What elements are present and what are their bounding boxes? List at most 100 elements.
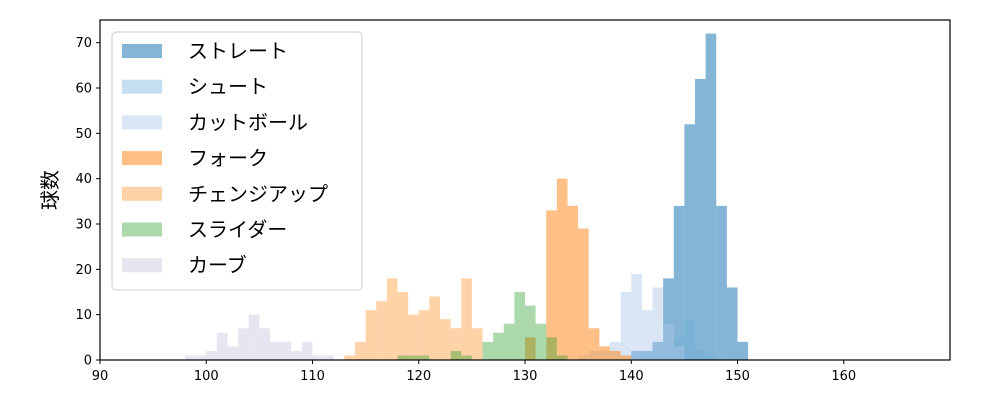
histogram-bar: [705, 355, 717, 360]
histogram-bar: [301, 341, 313, 360]
histogram-bar: [355, 341, 366, 360]
histogram-bar: [418, 310, 430, 360]
legend-label: カーブ: [188, 253, 247, 277]
y-tick-label: 10: [75, 308, 92, 323]
histogram-bar: [673, 346, 685, 360]
histogram-bar: [440, 319, 451, 360]
histogram-bar: [695, 350, 706, 360]
series-5: [397, 292, 568, 360]
x-tick-label: 90: [92, 369, 109, 384]
legend-label: シュート: [188, 75, 268, 99]
y-tick-label: 60: [75, 82, 92, 97]
histogram-bar: [641, 310, 653, 360]
histogram-bar: [695, 78, 706, 360]
histogram-bar: [610, 350, 621, 360]
histogram-bar: [705, 33, 717, 360]
histogram-bar: [429, 296, 440, 360]
histogram-bar: [206, 350, 217, 360]
x-axis: 90 100 110 120 130 140 150 160: [92, 360, 856, 384]
legend-swatch: [122, 258, 162, 273]
histogram-bar: [684, 124, 695, 361]
histogram-bar: [641, 355, 653, 360]
x-tick-label: 100: [194, 369, 219, 384]
legend-box: [111, 31, 363, 291]
histogram-bar: [525, 337, 536, 360]
x-tick-label: 160: [831, 369, 856, 384]
histogram-bar: [663, 278, 674, 360]
histogram-bar: [673, 205, 685, 360]
histogram-bar: [726, 287, 738, 360]
histogram-bar: [270, 341, 281, 360]
histogram-bar: [567, 205, 579, 360]
legend-label: ストレート: [188, 39, 288, 63]
series-3: [525, 178, 632, 360]
histogram-bar: [376, 301, 387, 360]
histogram-bar: [535, 323, 547, 360]
histogram-bar: [280, 341, 292, 360]
histogram-bar: [514, 292, 525, 360]
histogram-bar: [397, 355, 409, 360]
legend-label: カットボール: [188, 110, 308, 134]
y-axis-label: 球数: [38, 170, 62, 210]
y-tick-label: 50: [75, 127, 92, 142]
histogram-bar: [323, 355, 334, 360]
histogram-bar: [238, 328, 249, 360]
legend-swatch: [122, 44, 162, 58]
legend-swatch: [122, 115, 162, 130]
y-axis: 0 10 20 30 40 50 60 70: [75, 36, 100, 369]
histogram-bar: [408, 355, 419, 360]
histogram-bar: [503, 323, 515, 360]
histogram-bar: [461, 278, 472, 360]
histogram-bar: [525, 305, 536, 360]
histogram-bar: [312, 355, 324, 360]
x-tick-label: 130: [513, 369, 538, 384]
histogram-bar: [663, 323, 674, 360]
histogram-bar: [652, 341, 664, 360]
histogram-bars: [185, 33, 749, 361]
histogram-bar: [599, 346, 610, 360]
histogram-bar: [684, 319, 695, 360]
histogram-bar: [259, 328, 270, 360]
histogram-bar: [737, 341, 749, 360]
histogram-bar: [556, 178, 568, 360]
histogram-bar: [716, 205, 727, 360]
histogram-bar: [493, 332, 504, 360]
series-1: [641, 319, 717, 360]
histogram-bar: [620, 355, 632, 360]
histogram-bar: [461, 355, 472, 360]
histogram-bar: [631, 350, 642, 360]
histogram-bar: [418, 355, 430, 360]
legend-swatch: [122, 79, 162, 94]
y-tick-label: 0: [84, 354, 92, 369]
y-tick-label: 30: [75, 218, 92, 233]
histogram-bar: [397, 292, 409, 360]
histogram-bar: [546, 337, 557, 360]
legend-swatch: [122, 186, 162, 201]
legend-swatch: [122, 222, 162, 237]
histogram-bar: [641, 350, 653, 360]
histogram-bar: [663, 346, 674, 360]
histogram-bar: [227, 346, 239, 360]
histogram-bar: [631, 273, 642, 360]
histogram-bar: [588, 328, 600, 360]
series-6: [185, 314, 334, 360]
y-tick-label: 70: [75, 36, 92, 51]
histogram-bar: [185, 355, 196, 360]
histogram-bar: [195, 355, 207, 360]
y-tick-label: 40: [75, 172, 92, 187]
y-tick-label: 20: [75, 263, 92, 278]
series-0: [631, 33, 749, 361]
histogram-bar: [365, 310, 377, 360]
histogram-bar: [248, 314, 260, 360]
histogram-bar: [216, 332, 228, 360]
histogram-bar: [546, 210, 557, 360]
histogram-bar: [471, 328, 483, 360]
histogram-bar: [408, 314, 419, 360]
x-tick-label: 150: [725, 369, 750, 384]
histogram-bar: [620, 292, 632, 360]
histogram-bar: [673, 337, 685, 360]
legend-label: スライダー: [188, 218, 287, 242]
histogram-bar: [578, 228, 589, 360]
